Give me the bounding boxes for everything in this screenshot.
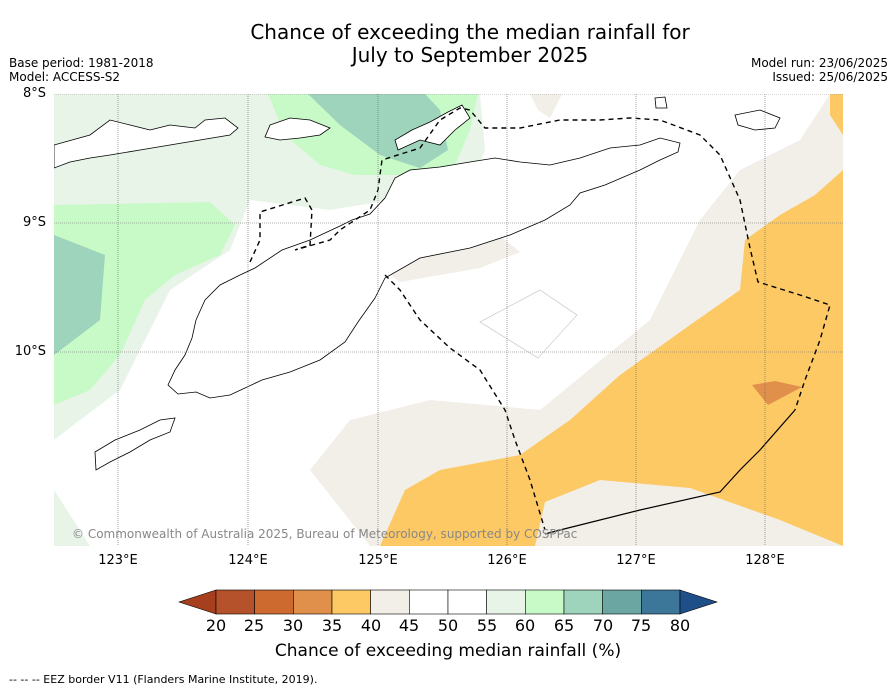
colorbar-segment <box>331 589 371 615</box>
latitude-label-8s: 8°S <box>22 86 46 101</box>
below-median-30-35-region <box>752 381 802 405</box>
contour-line <box>479 289 578 359</box>
colorbar-segment <box>641 589 681 615</box>
colorbar-segment <box>486 589 526 615</box>
copyright-notice: © Commonwealth of Australia 2025, Bureau… <box>72 527 578 541</box>
colorbar-tick-label: 60 <box>514 616 536 635</box>
colorbar-segment <box>602 589 642 615</box>
below-median-35-40-region-top <box>830 94 843 135</box>
longitude-label-125e: 125°E <box>358 553 398 568</box>
colorbar-tick-label: 50 <box>437 616 459 635</box>
longitude-label-127e: 127°E <box>616 553 656 568</box>
longitude-label-124e: 124°E <box>228 553 268 568</box>
base-period: Base period: 1981-2018 <box>9 56 154 70</box>
colorbar-segment <box>293 589 333 615</box>
colorbar-segment <box>563 589 603 615</box>
longitude-label-123e: 123°E <box>98 553 138 568</box>
colorbar-segment <box>370 589 410 615</box>
graticule <box>54 94 843 546</box>
colorbar-segment <box>215 589 255 615</box>
longitude-label-128e: 128°E <box>745 553 785 568</box>
timor-coastline <box>167 137 681 399</box>
colorbar-extend-high <box>679 589 718 615</box>
colorbar-tick-label: 20 <box>205 616 227 635</box>
colorbar-tick-label: 45 <box>398 616 420 635</box>
colorbar-segment <box>447 589 487 615</box>
colorbar-label: Chance of exceeding median rainfall (%) <box>274 641 622 661</box>
above-median-65-70-region-west <box>54 235 105 355</box>
latitude-label-9s: 9°S <box>22 215 46 230</box>
colorbar-tick-label: 70 <box>592 616 614 635</box>
above-median-55-60-region-south <box>54 490 90 546</box>
colorbar-extend-low <box>178 589 217 615</box>
eez-footnote: -- -- -- EEZ border V11 (Flanders Marine… <box>9 673 318 686</box>
colorbar-tick-label: 55 <box>476 616 498 635</box>
colorbar-segment <box>254 589 294 615</box>
longitude-label-126e: 126°E <box>487 553 527 568</box>
below-median-35-40-region-east <box>380 170 843 546</box>
colorbar-tick-label: 80 <box>669 616 691 635</box>
colorbar-tick-label: 25 <box>243 616 265 635</box>
near-median-40-45-region-top <box>530 94 562 118</box>
colorbar-segment <box>525 589 565 615</box>
northern-islands-coastline <box>54 96 781 169</box>
eez-border-solid <box>544 409 796 535</box>
colorbar-tick-label: 30 <box>282 616 304 635</box>
colorbar-tick-label: 40 <box>360 616 382 635</box>
colorbar-tick-label: 75 <box>630 616 652 635</box>
above-median-55-60-region-west <box>54 94 485 440</box>
colorbar-segment <box>409 589 449 615</box>
eez-border-dashed <box>249 107 831 531</box>
colorbar-tick-label: 65 <box>553 616 575 635</box>
latitude-label-10s: 10°S <box>14 344 46 359</box>
chart-title-line1: Chance of exceeding the median rainfall … <box>250 20 690 44</box>
colorbar-tick-label: 35 <box>321 616 343 635</box>
model-name: Model: ACCESS-S2 <box>9 70 121 84</box>
issued-date: Issued: 25/06/2025 <box>772 70 888 84</box>
model-run: Model run: 23/06/2025 <box>750 56 888 70</box>
chart-title-line2: July to September 2025 <box>351 43 589 67</box>
southwestern-islands-coastline <box>94 417 176 471</box>
